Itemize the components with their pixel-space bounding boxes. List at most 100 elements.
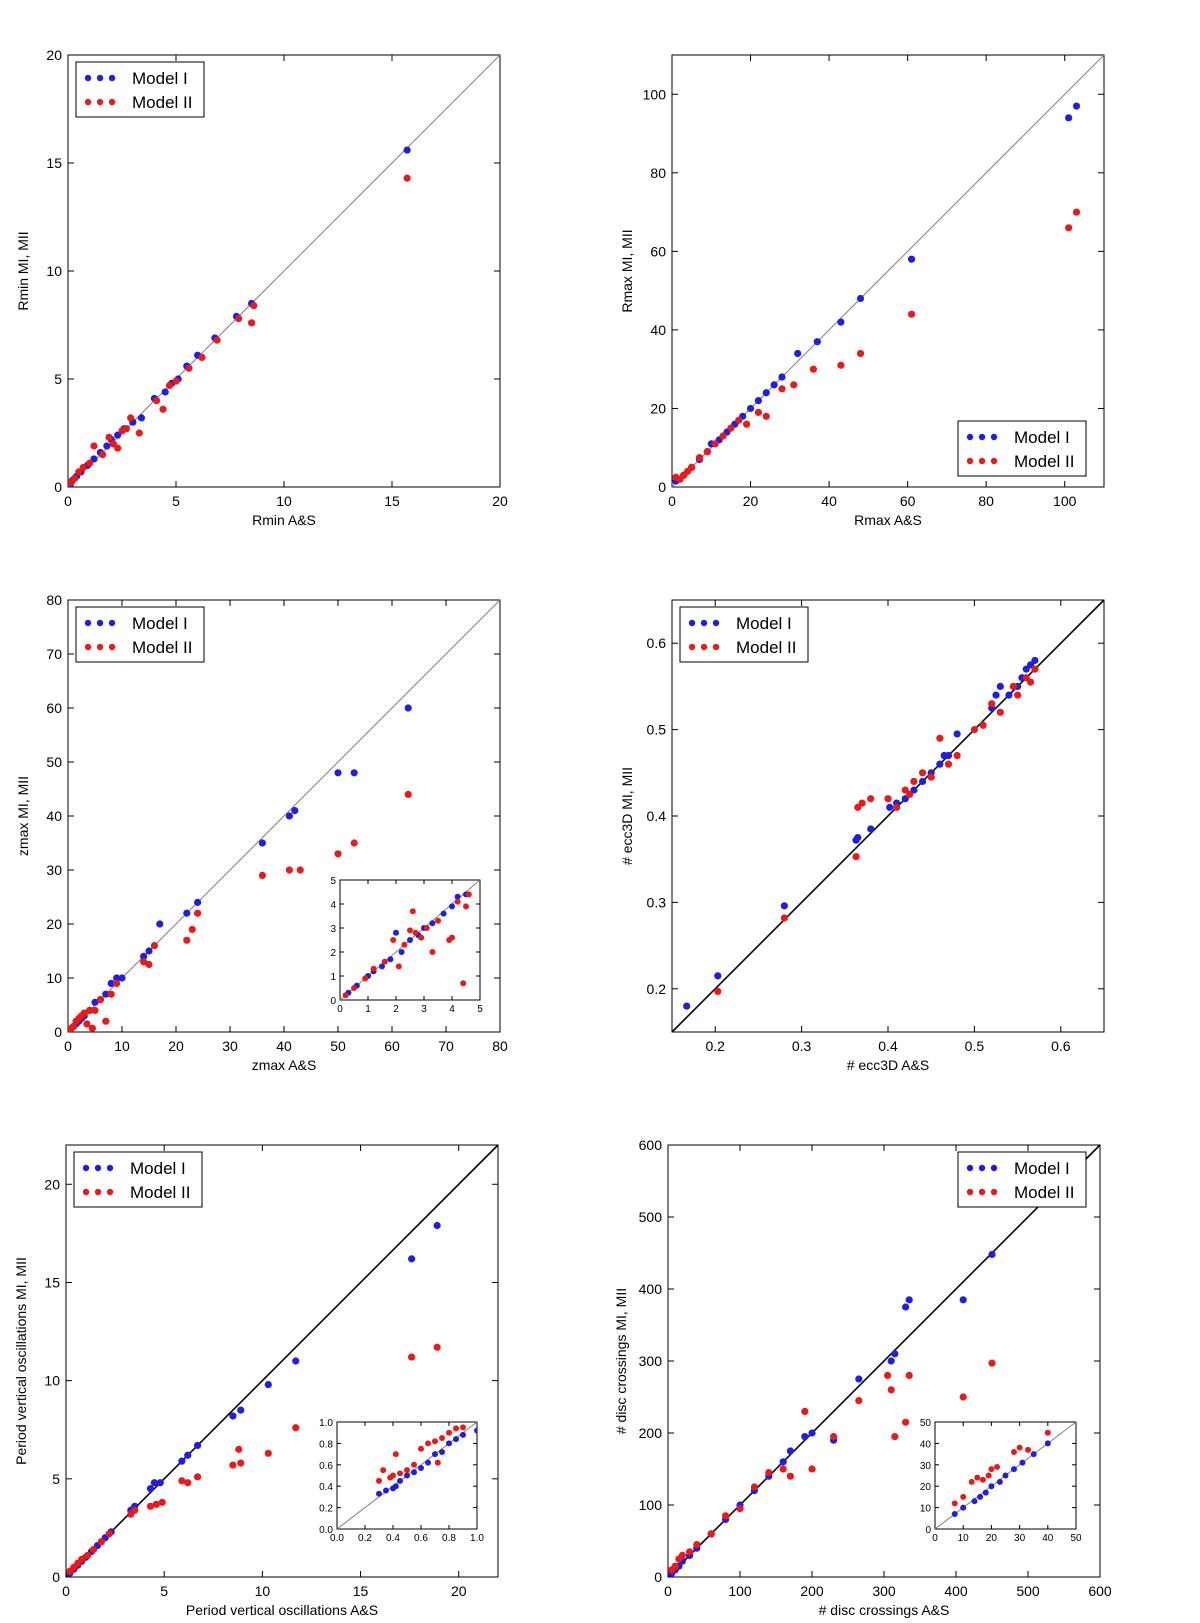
rmin-point-model-i: [403, 146, 411, 154]
ecc3d-ytick-label: 0.2: [647, 981, 667, 997]
zmax-xtick-label: 0: [64, 1038, 72, 1054]
disc-inset-point-model-i: [977, 1493, 984, 1500]
period-inset-ytick-label: 1.0: [319, 1418, 333, 1429]
rmax-legend-marker: [966, 433, 974, 441]
zmax-point-model-ii: [296, 866, 304, 874]
period-ytick-label: 0: [52, 1569, 60, 1585]
rmin-xtick-label: 5: [172, 493, 180, 509]
zmax-inset-point-model-ii: [454, 898, 461, 905]
ecc3d-point-model-i: [996, 682, 1004, 691]
disc-inset-series-model-ii: [951, 1429, 1051, 1507]
disc-legend-marker: [978, 1188, 986, 1196]
period-inset-point-model-ii: [460, 1424, 466, 1431]
ecc3d-ytick-label: 0.5: [647, 722, 667, 738]
zmax-xtick-label: 10: [114, 1038, 130, 1054]
ecc3d-point-model-ii: [852, 853, 860, 861]
period-legend-marker: [94, 1164, 102, 1172]
disc-point-model-i: [808, 1429, 816, 1437]
disc-ytick-label: 500: [639, 1209, 663, 1225]
ecc3d-point-model-ii: [1031, 665, 1039, 673]
zmax-inset-point-model-ii: [362, 975, 369, 982]
disc-ytick-label: 600: [639, 1137, 663, 1153]
ecc3d-legend-marker: [688, 619, 696, 627]
disc-inset-xtick-label: 0: [932, 1533, 938, 1544]
disc-ytick-label: 300: [639, 1353, 663, 1369]
zmax-ylabel: zmax MI, MII: [15, 776, 31, 856]
ecc3d-point-model-i: [953, 730, 961, 738]
period-inset-point-model-i: [460, 1431, 466, 1438]
zmax-legend-marker: [108, 643, 116, 651]
rmin-point-model-ii: [70, 474, 79, 482]
ecc3d-ytick-label: 0.3: [647, 894, 667, 910]
period-point-model-ii: [89, 1545, 98, 1554]
ecc3d-legend-label: Model I: [736, 614, 792, 633]
disc-legend-box: [957, 1151, 1087, 1208]
zmax-point-model-ii: [258, 871, 266, 880]
period-inset-point-model-ii: [376, 1477, 382, 1484]
disc-point-model-i: [905, 1296, 913, 1304]
ecc3d-point-model-ii: [996, 708, 1004, 716]
period-xtick-label: 0: [62, 1583, 70, 1599]
ecc3d-point-model-ii: [910, 777, 918, 786]
zmax-point-model-ii: [69, 1023, 77, 1031]
disc-inset-xtick-label: 30: [1014, 1533, 1026, 1544]
zmax-point-model-ii: [150, 942, 158, 950]
disc-point-model-ii: [891, 1433, 899, 1441]
disc-point-model-ii: [779, 1465, 787, 1473]
period-inset-xtick-label: 0.4: [386, 1533, 400, 1544]
period-legend-marker: [106, 1188, 114, 1196]
zmax-inset-point-model-ii: [390, 937, 397, 943]
zmax-inset-point-model-ii: [342, 992, 349, 999]
rmin-xtick-label: 20: [492, 493, 508, 509]
rmin-point-model-ii: [98, 451, 107, 459]
disc-point-model-ii: [678, 1551, 687, 1559]
zmax-inset-point-model-i: [379, 963, 385, 970]
zmax-point-model-ii: [107, 990, 115, 998]
zmax-point-model-i: [194, 898, 202, 907]
ecc3d-point-model-ii: [1009, 682, 1017, 691]
rmax-legend-marker: [990, 433, 998, 441]
zmax-ytick-label: 60: [46, 700, 62, 716]
rmax-point-model-i: [762, 389, 770, 397]
zmax-point-model-ii: [86, 1006, 94, 1015]
disc-series-model-ii: [668, 1359, 996, 1574]
disc-inset-point-model-ii: [960, 1493, 967, 1500]
disc-ytick-label: 100: [639, 1497, 663, 1513]
disc-xlabel: # disc crossings A&S: [819, 1602, 950, 1618]
period-point-model-ii: [178, 1477, 186, 1485]
ecc3d-point-model-i: [918, 777, 927, 786]
disc-inset-series-model-i: [951, 1440, 1051, 1518]
zmax-point-model-i: [291, 807, 299, 815]
ecc3d-legend-marker: [712, 643, 720, 651]
disc-inset-point-model-i: [960, 1504, 967, 1511]
disc-inset-point-model-ii: [988, 1466, 995, 1473]
ecc3d-xtick-label: 0.2: [705, 1038, 725, 1054]
rmin-xlabel: Rmin A&S: [252, 512, 316, 528]
rmax-point-model-i: [754, 397, 763, 405]
rmax-ytick-label: 60: [650, 243, 666, 259]
period-point-model-ii: [237, 1459, 245, 1467]
disc-point-model-ii: [959, 1393, 967, 1401]
rmax-point-model-ii: [695, 453, 704, 462]
ecc3d-xtick-label: 0.5: [965, 1038, 985, 1054]
period-inset-xtick-label: 1.0: [470, 1533, 484, 1544]
zmax-inset-xtick-label: 1: [365, 1004, 371, 1015]
rmax-point-model-ii: [719, 432, 727, 440]
rmin-legend: Model I Model II: [75, 61, 205, 118]
disc-legend-label: Model II: [1014, 1183, 1074, 1202]
rmin-series-model-ii: [68, 174, 411, 487]
disc-point-model-i: [891, 1350, 899, 1358]
period-point-model-ii: [433, 1343, 441, 1351]
zmax-point-model-ii: [194, 909, 202, 917]
rmax-point-model-i: [907, 255, 916, 263]
period-inset-point-model-ii: [439, 1435, 445, 1442]
rmin-legend-marker: [96, 74, 104, 82]
zmax-inset-point-model-ii: [418, 934, 425, 941]
disc-point-model-ii: [855, 1397, 863, 1405]
period-inset-ytick-label: 0.8: [319, 1439, 333, 1450]
disc-point-model-ii: [884, 1371, 892, 1379]
zmax-point-model-i: [102, 990, 110, 998]
disc-inset-point-model-ii: [1010, 1448, 1017, 1455]
disc-point-model-i: [801, 1433, 809, 1441]
disc-xtick-label: 600: [1088, 1583, 1112, 1599]
